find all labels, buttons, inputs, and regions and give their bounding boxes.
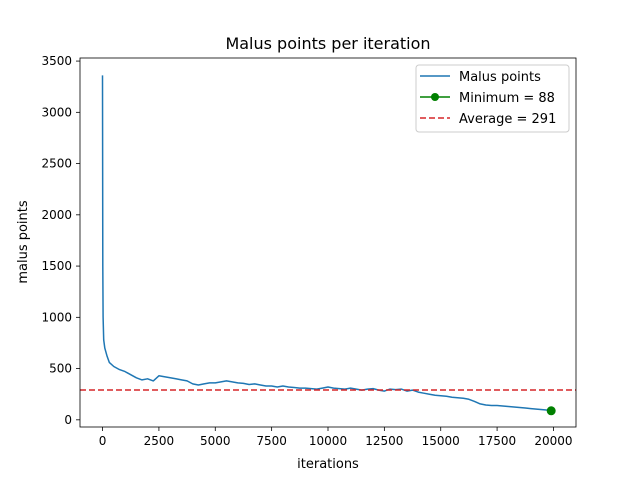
y-axis: 0 500 1000 1500 2000 2500 3000 3500 bbox=[41, 54, 80, 427]
x-tick-label: 5000 bbox=[200, 434, 231, 448]
x-tick-label: 7500 bbox=[256, 434, 287, 448]
chart-title: Malus points per iteration bbox=[225, 34, 430, 53]
x-tick-label: 20000 bbox=[534, 434, 572, 448]
legend-label: Average = 291 bbox=[459, 112, 556, 127]
x-tick-label: 15000 bbox=[422, 434, 460, 448]
minimum-marker bbox=[546, 406, 556, 416]
x-tick-label: 10000 bbox=[309, 434, 347, 448]
x-tick-label: 0 bbox=[99, 434, 107, 448]
y-tick-label: 2500 bbox=[41, 157, 72, 171]
y-tick-label: 3000 bbox=[41, 105, 72, 119]
x-axis-label: iterations bbox=[297, 457, 359, 472]
legend-box bbox=[415, 64, 570, 133]
y-axis-label: malus points bbox=[16, 200, 31, 284]
x-tick-label: 12500 bbox=[365, 434, 403, 448]
series-line-malus-points bbox=[101, 75, 552, 412]
legend-label: Minimum = 88 bbox=[459, 91, 555, 106]
y-tick-label: 2000 bbox=[41, 208, 72, 222]
y-tick-label: 500 bbox=[49, 362, 72, 376]
y-tick-label: 0 bbox=[64, 413, 72, 427]
legend-entry: Minimum = 88 bbox=[420, 91, 555, 106]
y-tick-label: 1500 bbox=[41, 259, 72, 273]
x-tick-label: 17500 bbox=[478, 434, 516, 448]
legend-entry: Average = 291 bbox=[420, 112, 556, 127]
y-tick-label: 1000 bbox=[41, 310, 72, 324]
plot-area: 0 2500 5000 7500 10000 12500 15000 17500 20000 0 5… bbox=[41, 54, 577, 448]
x-tick-label: 2500 bbox=[144, 434, 175, 448]
legend-entry: Malus points bbox=[420, 70, 541, 85]
x-axis: 0 2500 5000 7500 10000 12500 15000 17500 20000 bbox=[99, 427, 573, 448]
legend: Malus points Minimum = 88 Average = 291 bbox=[415, 64, 570, 133]
data-layer bbox=[80, 75, 576, 412]
legend-label: Malus points bbox=[459, 70, 541, 85]
y-tick-label: 3500 bbox=[41, 54, 72, 68]
legend-swatch-marker bbox=[431, 93, 439, 101]
